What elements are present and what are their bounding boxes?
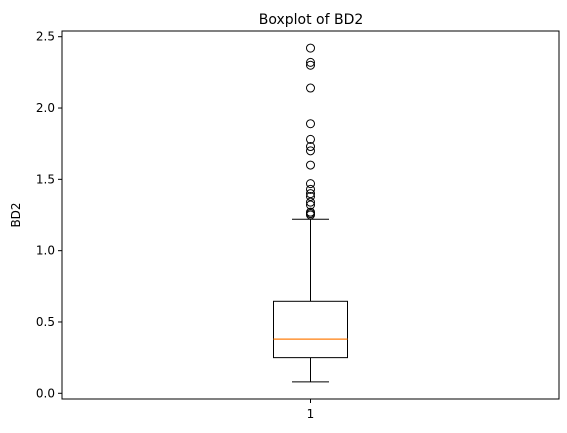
y-tick-label: 2.0 [36,101,55,115]
y-tick-label: 0.5 [36,315,55,329]
y-axis: 0.0 0.5 1.0 1.5 2.0 2.5 [36,30,62,401]
y-tick-label: 2.5 [36,30,55,44]
chart-title: Boxplot of BD2 [259,12,364,28]
outlier-point [307,84,315,92]
x-tick-label: 1 [307,407,315,421]
y-axis-label: BD2 [9,202,23,227]
outlier-point [307,120,315,128]
y-tick-label: 1.5 [36,172,55,186]
y-tick-label: 0.0 [36,386,55,400]
outlier-point [307,44,315,52]
outlier-point [307,161,315,169]
plot-frame [62,31,559,399]
y-tick-label: 1.0 [36,244,55,258]
x-axis: 1 [307,399,315,421]
iqr-box [274,301,348,357]
boxplot-series [274,44,348,382]
